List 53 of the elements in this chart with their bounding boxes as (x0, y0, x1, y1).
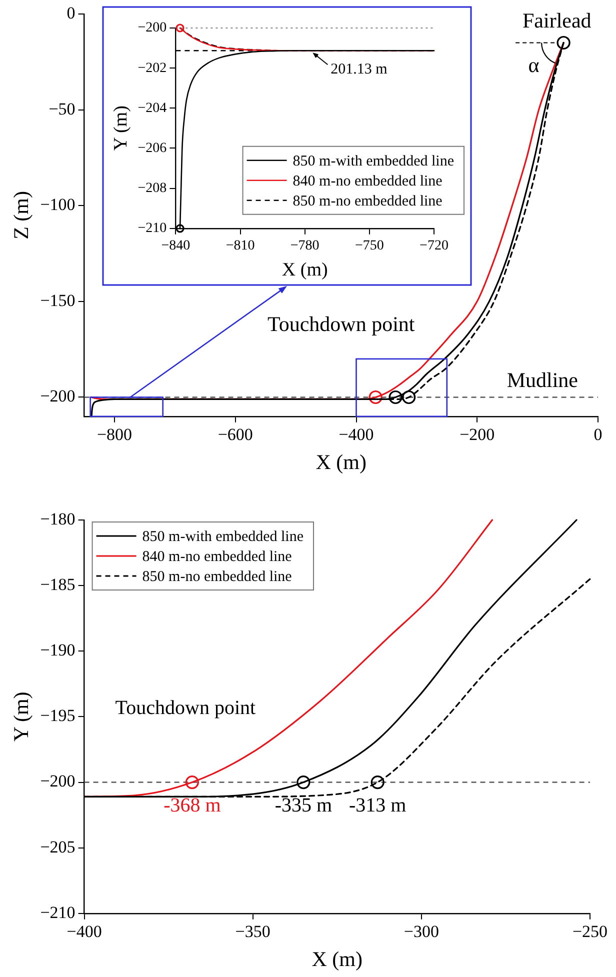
y-tick-label: −200 (40, 386, 76, 406)
x-tick-label: −250 (572, 922, 608, 942)
annotation: Fairlead (522, 8, 592, 33)
x-tick-label: −400 (66, 922, 102, 942)
annotation: -368 m (164, 794, 222, 817)
legend-label: 850 m-with embedded line (292, 153, 454, 170)
x-tick-label: −300 (404, 922, 439, 942)
y-tick-label: −205 (40, 837, 76, 856)
legend-label: 840 m-no embedded line (292, 173, 443, 190)
y-tick-label: −195 (40, 706, 76, 726)
x-tick-label: −200 (460, 425, 495, 444)
y-tick-label: −210 (40, 902, 76, 922)
y-tick-label: −206 (138, 140, 167, 156)
y-tick-label: −50 (48, 99, 76, 118)
y-tick-label: −208 (138, 180, 167, 196)
x-tick-label: 0 (594, 425, 602, 444)
y-axis-title: Y (m) (9, 692, 34, 742)
y-axis-title: Z (m) (9, 190, 34, 240)
x-axis-title: X (m) (316, 450, 367, 474)
ref-line-label: Mudline (506, 368, 578, 392)
legend-label: 850 m-no embedded line (292, 193, 443, 210)
x-tick-label: −600 (218, 425, 253, 444)
x-tick-label: −800 (96, 425, 132, 444)
x-tick-label: −780 (290, 238, 320, 254)
y-tick-label: −100 (40, 195, 76, 214)
legend-label: 850 m-with embedded line (142, 528, 304, 545)
annotation: α (528, 52, 540, 77)
annotation: -313 m (348, 794, 407, 817)
y-tick-label: −185 (40, 575, 76, 594)
x-tick-label: −810 (226, 238, 255, 254)
annotation: -335 m (274, 794, 332, 817)
x-tick-label: −400 (338, 425, 374, 444)
x-tick-label: −840 (161, 238, 190, 254)
ref-line-label: 201.13 m (330, 62, 388, 78)
x-tick-label: −750 (354, 238, 384, 254)
x-axis-title: X (m) (282, 260, 328, 281)
y-tick-label: 0 (66, 3, 76, 22)
y-tick-label: −180 (40, 509, 76, 528)
y-tick-label: −200 (138, 20, 167, 36)
y-tick-label: −202 (138, 60, 167, 76)
annotation: Touchdown point (115, 697, 256, 720)
y-tick-label: −150 (40, 290, 76, 310)
y-tick-label: −200 (40, 772, 76, 791)
x-tick-label: −720 (420, 238, 448, 254)
legend-label: 840 m-no embedded line (142, 548, 292, 565)
legend-label: 850 m-no embedded line (142, 568, 292, 585)
annotation: Touchdown point (268, 312, 415, 336)
y-tick-label: −204 (138, 100, 167, 116)
x-axis-title: X (m) (312, 946, 363, 971)
x-tick-label: −350 (235, 922, 270, 942)
y-axis-title: Y (m) (110, 106, 132, 151)
y-tick-label: −210 (138, 221, 167, 236)
y-tick-label: −190 (40, 640, 76, 660)
